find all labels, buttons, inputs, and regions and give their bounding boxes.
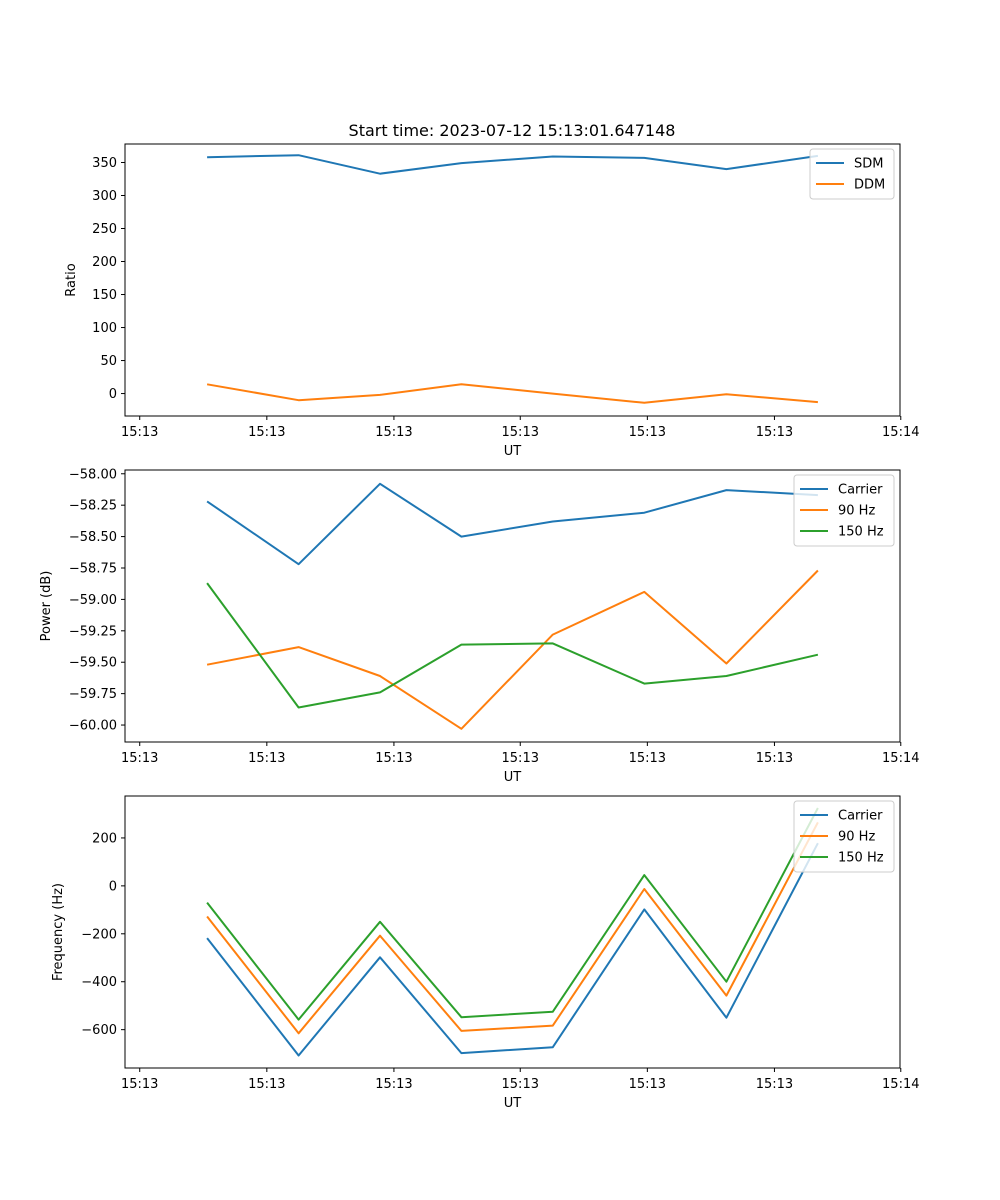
power-legend-box — [793, 474, 895, 547]
power-y-tick-label: −58.25 — [69, 499, 117, 514]
ratio-legend-box — [809, 148, 895, 200]
ratio-legend: SDM DDM — [809, 148, 895, 200]
power-x-tick-label: 15:13 — [756, 751, 793, 766]
frequency-y-tick-label: −400 — [81, 975, 117, 990]
power-legend-label: 150 Hz — [838, 525, 884, 540]
ratio-x-tick-label: 15:13 — [375, 425, 412, 440]
frequency-series-90-hz — [206, 821, 819, 1035]
ratio-axes-frame — [124, 143, 901, 417]
ratio-panel: 15:13 15:13 15:13 15:13 15:13 15:13 15:14 0 50 10… — [64, 143, 920, 459]
ratio-legend-label: DDM — [854, 178, 885, 193]
ratio-legend-label: SDM — [854, 157, 883, 172]
power-legend-label: 90 Hz — [838, 504, 875, 519]
frequency-y-tick-label: 0 — [109, 879, 117, 894]
ratio-x-tick-label: 15:13 — [121, 425, 158, 440]
frequency-y-tick-label: −200 — [81, 927, 117, 942]
figure-title: Start time: 2023-07-12 15:13:01.647148 — [349, 121, 676, 140]
power-series-90-hz — [206, 569, 819, 730]
power-y-tick-label: −59.50 — [69, 656, 117, 671]
power-x-tick-label: 15:14 — [882, 751, 919, 766]
ratio-x-tick-label: 15:14 — [882, 425, 919, 440]
frequency-series-carrier — [206, 842, 819, 1057]
power-x-tick-label: 15:13 — [121, 751, 158, 766]
power-panel: 15:13 15:13 15:13 15:13 15:13 15:13 15:14 −60.0… — [39, 467, 920, 785]
power-y-tick-label: −58.50 — [69, 530, 117, 545]
frequency-x-tick-label: 15:13 — [248, 1077, 285, 1092]
power-x-tick-label: 15:13 — [502, 751, 539, 766]
ratio-series-sdm — [207, 154, 819, 175]
ratio-y-tick-label: 0 — [109, 387, 117, 402]
ratio-y-tick-label: 200 — [92, 255, 117, 270]
ratio-y-axis-label: Ratio — [64, 263, 79, 296]
ratio-y-tick-label: 300 — [92, 189, 117, 204]
frequency-legend-label: 90 Hz — [838, 830, 875, 845]
frequency-legend: Carrier 90 Hz 150 Hz — [793, 800, 895, 873]
power-x-tick-label: 15:13 — [248, 751, 285, 766]
ratio-y-tick-label: 250 — [92, 222, 117, 237]
frequency-y-tick-label: 200 — [92, 831, 117, 846]
frequency-x-tick-label: 15:13 — [375, 1077, 412, 1092]
power-x-axis-label: UT — [504, 770, 522, 785]
ratio-y-tick-label: 50 — [100, 354, 117, 369]
frequency-legend-label: 150 Hz — [838, 851, 884, 866]
frequency-x-tick-label: 15:13 — [756, 1077, 793, 1092]
frequency-y-axis-label: Frequency (Hz) — [51, 883, 66, 981]
frequency-legend-box — [793, 800, 895, 873]
power-x-tick-label: 15:13 — [629, 751, 666, 766]
power-series-carrier — [206, 482, 818, 566]
power-y-tick-label: −58.00 — [69, 467, 117, 482]
ratio-x-axis-label: UT — [504, 444, 522, 459]
power-y-tick-label: −58.75 — [69, 561, 117, 576]
power-y-axis-label: Power (dB) — [39, 571, 54, 642]
frequency-x-tick-label: 15:14 — [882, 1077, 919, 1092]
power-y-tick-label: −59.00 — [69, 593, 117, 608]
frequency-x-tick-label: 15:13 — [629, 1077, 666, 1092]
power-legend: Carrier 90 Hz 150 Hz — [793, 474, 895, 547]
power-y-tick-label: −59.25 — [69, 624, 117, 639]
ratio-y-tick-label: 350 — [92, 156, 117, 171]
power-y-tick-label: −59.75 — [69, 687, 117, 702]
frequency-legend-label: Carrier — [838, 809, 883, 824]
ratio-x-tick-label: 15:13 — [248, 425, 285, 440]
ratio-x-tick-label: 15:13 — [756, 425, 793, 440]
ratio-x-tick-label: 15:13 — [502, 425, 539, 440]
frequency-x-axis-label: UT — [504, 1096, 522, 1111]
ratio-y-tick-label: 100 — [92, 321, 117, 336]
frequency-x-tick-label: 15:13 — [502, 1077, 539, 1092]
frequency-series-150-hz — [206, 807, 819, 1021]
frequency-axes-frame — [124, 795, 901, 1069]
ratio-series-ddm — [206, 383, 818, 404]
power-axes-frame — [124, 469, 901, 743]
power-y-tick-label: −60.00 — [69, 719, 117, 734]
ratio-x-tick-label: 15:13 — [629, 425, 666, 440]
power-x-tick-label: 15:13 — [375, 751, 412, 766]
frequency-x-tick-label: 15:13 — [121, 1077, 158, 1092]
frequency-y-tick-label: −600 — [81, 1023, 117, 1038]
power-series-150-hz — [206, 582, 819, 709]
power-legend-label: Carrier — [838, 483, 883, 498]
frequency-panel: 15:13 15:13 15:13 15:13 15:13 15:13 15:14 −600 −… — [51, 795, 920, 1111]
ratio-y-tick-label: 150 — [92, 288, 117, 303]
